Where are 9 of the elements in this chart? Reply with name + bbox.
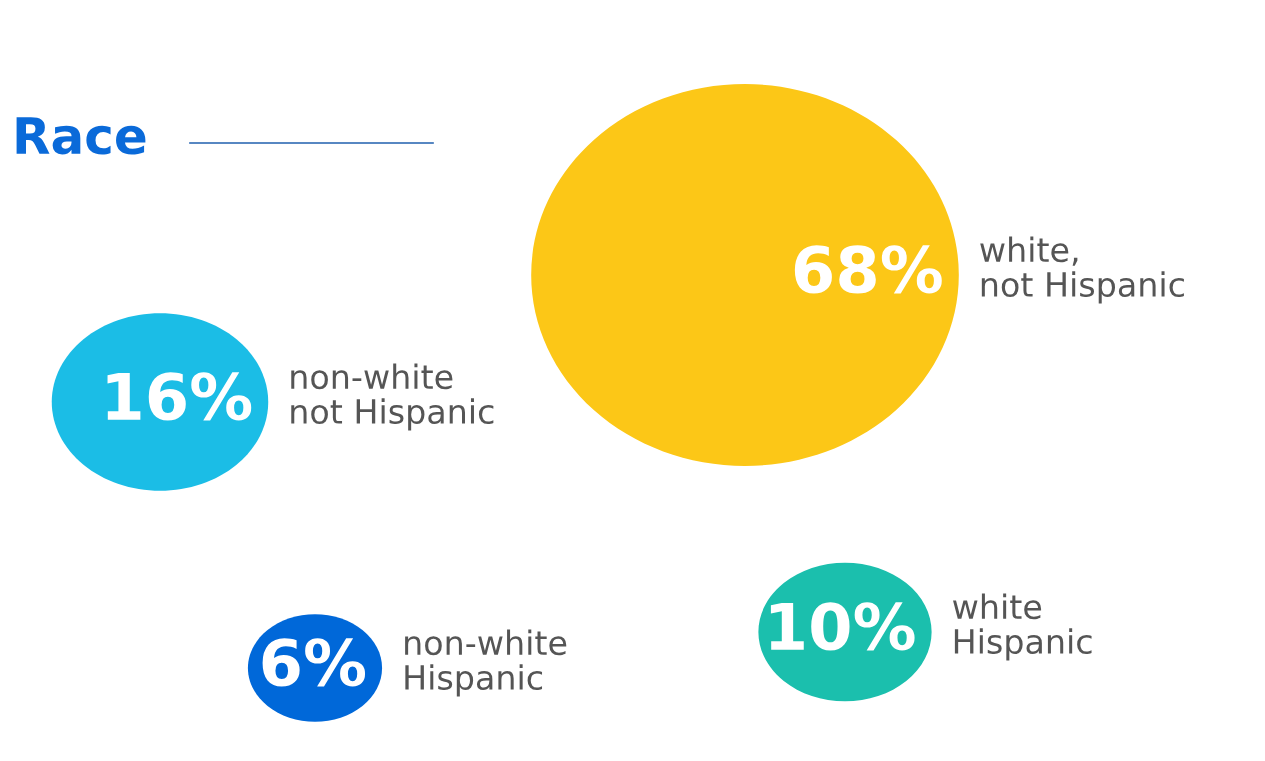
category-label: white Hispanic: [953, 593, 1092, 661]
data-label: 68%: [794, 245, 942, 294]
category-label: non-white not Hispanic: [291, 363, 494, 431]
category-label: non-white Hispanic: [405, 629, 567, 697]
category-label: white, not Hispanic: [980, 236, 1184, 304]
text: Race: [16, 117, 146, 155]
data-label: 6%: [262, 638, 366, 687]
data-label: 10%: [770, 602, 915, 651]
data-label: 16%: [107, 372, 252, 421]
